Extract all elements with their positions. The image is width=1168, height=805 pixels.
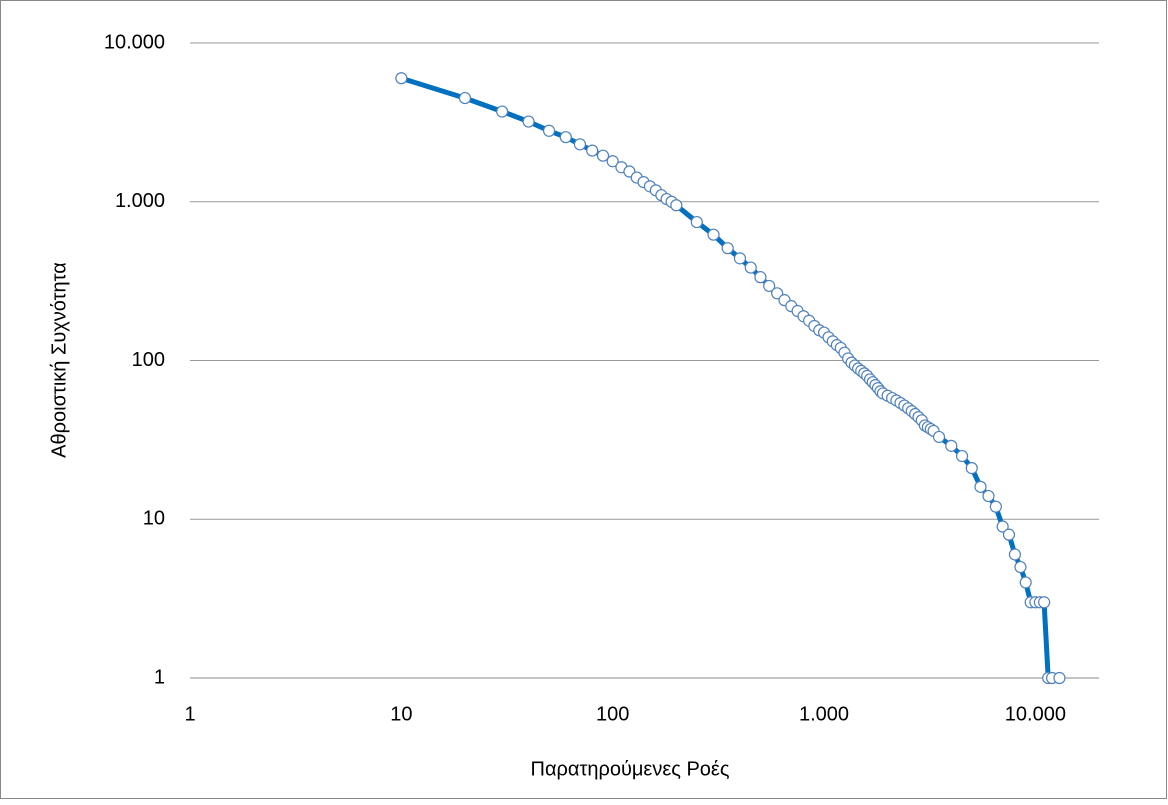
- data-point: [965, 461, 978, 475]
- data-point: [763, 279, 776, 293]
- data-point: [754, 271, 767, 284]
- y-tick-label: 10.000: [104, 31, 165, 53]
- data-point: [982, 489, 995, 503]
- x-tick-label: 100: [596, 703, 629, 725]
- data-point: [559, 131, 572, 144]
- data-point: [496, 105, 509, 118]
- data-point: [395, 72, 408, 85]
- data-point: [932, 430, 946, 444]
- data-point: [606, 155, 619, 168]
- data-point: [1038, 596, 1051, 609]
- data-point: [996, 520, 1009, 533]
- data-point: [989, 500, 1002, 513]
- y-tick-label: 1.000: [115, 190, 165, 212]
- y-axis-title: Αθροιστική Συχνότητα: [48, 262, 70, 458]
- y-tick-label: 10: [143, 508, 165, 530]
- data-point: [458, 91, 472, 105]
- data-point: [596, 149, 610, 162]
- data-point: [1019, 576, 1032, 589]
- data-point: [974, 480, 987, 493]
- data-point: [542, 124, 556, 137]
- x-tick-label: 1.000: [799, 703, 849, 725]
- data-point: [1014, 560, 1027, 574]
- data-point: [670, 199, 683, 212]
- data-point: [955, 449, 969, 463]
- y-tick-label: 1: [154, 666, 165, 688]
- data-point: [1008, 548, 1021, 561]
- data-point: [945, 439, 958, 452]
- data-point: [690, 215, 703, 229]
- x-tick-label: 10.000: [1005, 703, 1066, 725]
- data-point: [733, 252, 747, 265]
- x-axis-title: Παρατηρούμενες Ροές: [531, 758, 730, 780]
- data-point: [721, 242, 734, 255]
- data-point: [744, 261, 757, 274]
- data-point: [573, 138, 587, 151]
- data-point: [1002, 528, 1016, 541]
- data-point: [707, 228, 720, 241]
- x-tick-label: 1: [184, 703, 195, 725]
- data-point: [1053, 671, 1066, 685]
- x-tick-label: 10: [390, 703, 412, 725]
- data-point: [586, 144, 599, 157]
- data-point: [771, 287, 784, 300]
- data-point: [522, 115, 535, 128]
- y-tick-label: 100: [132, 349, 165, 371]
